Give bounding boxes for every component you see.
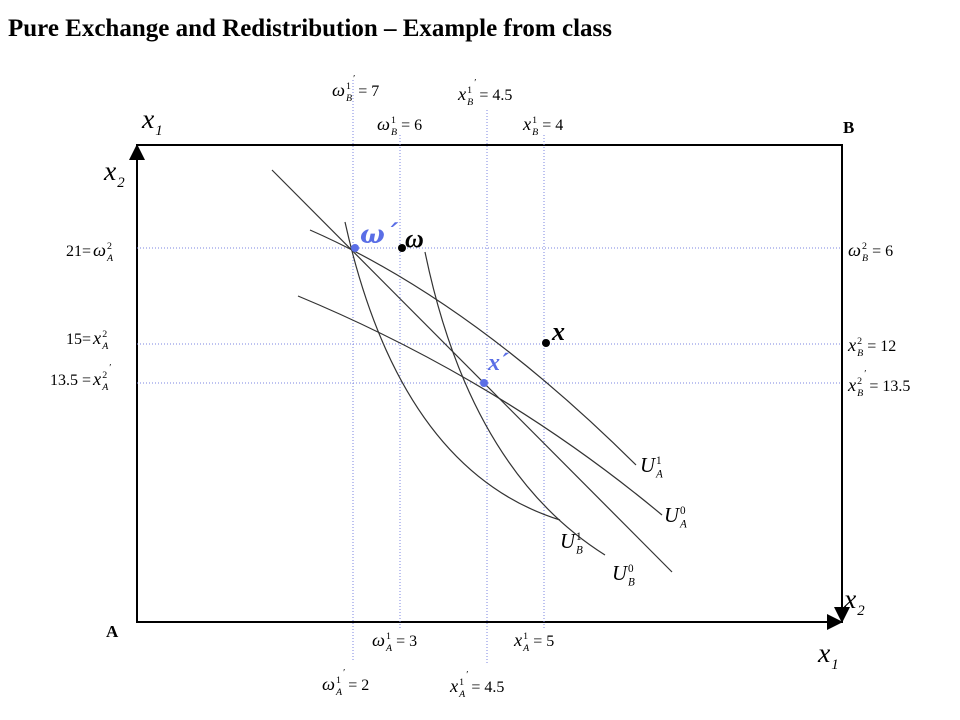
label-rhs: = 12 — [867, 338, 896, 355]
label-rhs: = 4 — [542, 117, 563, 134]
label-prime: ′ — [466, 670, 468, 681]
label-sub: B — [346, 93, 352, 104]
label-base: x — [843, 583, 857, 614]
label-sub: 1 — [155, 123, 162, 139]
label-rhs: = 2 — [348, 677, 369, 694]
label-sup: 1 — [576, 531, 582, 543]
curves — [271, 169, 673, 573]
corner-b: B — [843, 118, 854, 137]
label-prime: ′ — [474, 78, 476, 89]
label-base: ω — [93, 240, 106, 260]
label-sup: 1 — [656, 455, 662, 467]
label-sub: B — [862, 253, 868, 264]
label-sub: B — [857, 348, 863, 359]
point-label: ω — [405, 224, 424, 253]
label-sup: 2 — [857, 376, 862, 387]
label-base: x — [92, 369, 102, 389]
label-prime: ′ — [343, 668, 345, 679]
corner-a: A — [106, 622, 119, 641]
label-base: x — [92, 328, 102, 348]
label-sup: 0 — [680, 505, 686, 517]
label-base: ω — [372, 630, 385, 650]
label-base: U — [560, 531, 577, 553]
label-sup: 1 — [523, 631, 528, 642]
label-sub: A — [522, 643, 530, 654]
label-base: ω — [322, 674, 335, 694]
label-sub: 2 — [857, 603, 865, 619]
label-sub: A — [679, 518, 687, 530]
label-lhs: 21= — [66, 243, 91, 260]
label-sup: 1 — [391, 115, 396, 126]
label-sup: 1 — [532, 115, 537, 126]
guides — [137, 80, 842, 665]
label-sup: 2 — [102, 329, 107, 340]
label-sup: 2 — [102, 370, 107, 381]
label-base: x — [522, 114, 532, 134]
label-base: x — [103, 155, 117, 186]
label-rhs: = 3 — [396, 633, 417, 650]
label-sup: 0 — [628, 563, 634, 575]
label-base: x — [847, 375, 857, 395]
label-rhs: = 4.5 — [479, 87, 512, 104]
label-prime: ′ — [109, 363, 111, 374]
point-label: x´ — [487, 350, 509, 376]
label-sup: 1 — [386, 631, 391, 642]
label-rhs: = 6 — [872, 243, 893, 260]
label-rhs: = 13.5 — [869, 378, 910, 395]
label-sub: B — [857, 388, 863, 399]
label-sub: A — [385, 643, 393, 654]
label-base: ω — [332, 80, 345, 100]
label-sub: A — [458, 689, 466, 700]
label-base: x — [141, 103, 155, 134]
label-sup: 1 — [336, 675, 341, 686]
label-base: x — [817, 637, 831, 668]
label-sup: 1 — [467, 85, 472, 96]
label-sub: B — [532, 127, 538, 138]
label-base: x — [513, 630, 523, 650]
label-rhs: = 5 — [533, 633, 554, 650]
label-sub: A — [335, 687, 343, 698]
label-base: U — [664, 505, 681, 527]
point-label: x — [551, 317, 565, 346]
label-sub: 1 — [831, 657, 838, 673]
label-rhs: = 7 — [358, 83, 379, 100]
label-base: U — [612, 563, 629, 585]
label-sup: 1 — [459, 677, 464, 688]
label-sup: 1 — [346, 81, 351, 92]
label-sub: A — [655, 468, 663, 480]
label-sub: 2 — [117, 175, 125, 191]
label-rhs: = 4.5 — [471, 679, 504, 696]
label-rhs: = 6 — [401, 117, 422, 134]
label-sub: A — [101, 382, 109, 393]
label-lhs: 15= — [66, 331, 91, 348]
point-label: ω´ — [360, 220, 399, 250]
points — [351, 244, 550, 387]
label-base: ω — [377, 114, 390, 134]
label-sub: B — [467, 97, 473, 108]
label-sub: B — [576, 544, 583, 556]
label-sub: B — [391, 127, 397, 138]
label-base: x — [457, 84, 467, 104]
label-sup: 2 — [857, 336, 862, 347]
label-sub: A — [101, 341, 109, 352]
label-sup: 2 — [107, 241, 112, 252]
label-sup: 2 — [862, 241, 867, 252]
label-base: x — [449, 676, 459, 696]
label-base: U — [640, 455, 657, 477]
label-base: x — [847, 335, 857, 355]
label-lhs: 13.5 = — [50, 372, 91, 389]
label-prime: ′ — [864, 369, 866, 380]
label-sub: A — [106, 253, 114, 264]
label-sub: B — [628, 576, 635, 588]
title: Pure Exchange and Redistribution – Examp… — [8, 15, 612, 42]
label-prime: ′ — [353, 74, 355, 85]
label-base: ω — [848, 240, 861, 260]
